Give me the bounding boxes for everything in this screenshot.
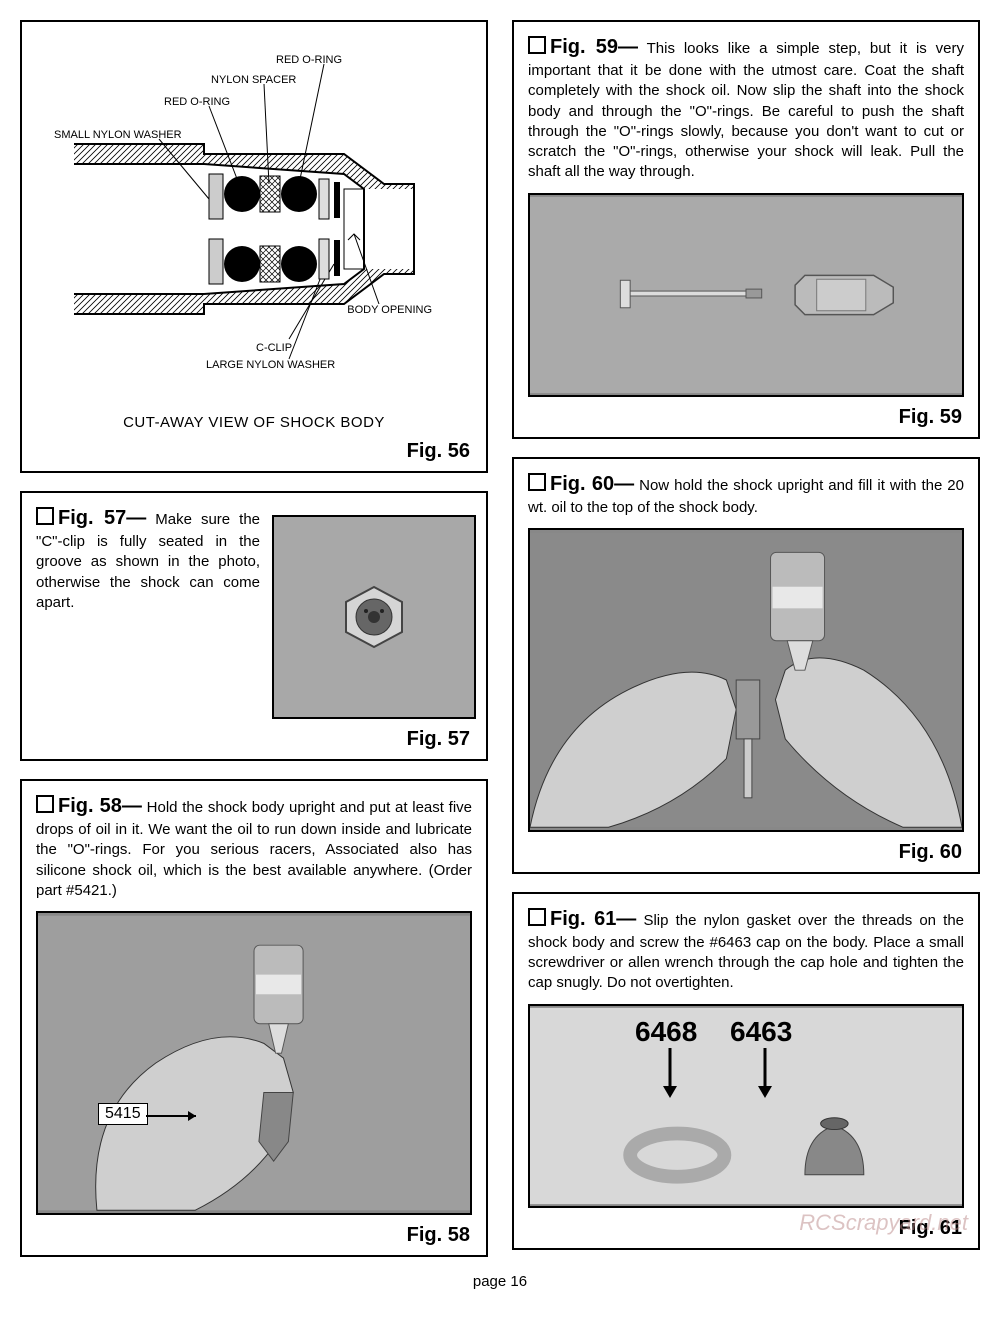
fig-60-panel: Fig. 60— Now hold the shock upright and … [512,457,980,874]
cutaway-caption: CUT-AWAY VIEW OF SHOCK BODY [36,414,472,431]
fig-58-text-block: Fig. 58— Hold the shock body upright and… [36,793,472,901]
part-6468-label: 6468 [635,1016,697,1048]
page-number: page 16 [20,1273,980,1290]
fig-60-label: Fig. 60 [899,841,962,864]
fig-59-text-block: Fig. 59— This looks like a simple step, … [528,34,964,183]
label-red-oring-2: RED O-RING [276,54,342,66]
fig-59-label: Fig. 59 [899,406,962,429]
arrow-down-icon [755,1048,775,1098]
fig-59-panel: Fig. 59— This looks like a simple step, … [512,20,980,439]
fig-58-photo: 5415 [36,911,472,1215]
fig-60-photo [528,528,964,832]
fig-60-title: Fig. 60— [550,473,634,495]
checkbox-icon [528,473,546,491]
fig-59-photo [528,193,964,397]
checkbox-icon [528,36,546,54]
fig-57-title: Fig. 57— [58,507,146,529]
fig-61-text-block: Fig. 61— Slip the nylon gasket over the … [528,906,964,994]
fig-56-panel: SMALL NYLON WASHER RED O-RING NYLON SPAC… [20,20,488,473]
fig-56-label: Fig. 56 [407,440,470,463]
shock-diagram-svg [44,34,464,394]
fig-58-label: Fig. 58 [407,1224,470,1247]
checkbox-icon [528,908,546,926]
label-large-nylon-washer: LARGE NYLON WASHER [206,359,335,371]
right-column: Fig. 59— This looks like a simple step, … [512,20,980,1257]
fig-57-panel: Fig. 57— Make sure the "C"-clip is fully… [20,491,488,761]
label-red-oring-1: RED O-RING [164,96,230,108]
checkbox-icon [36,507,54,525]
label-c-clip: C-CLIP [256,342,292,354]
manual-page: SMALL NYLON WASHER RED O-RING NYLON SPAC… [20,20,980,1257]
fig-58-panel: Fig. 58— Hold the shock body upright and… [20,779,488,1257]
fig-57-photo [272,515,476,719]
fig-59-title: Fig. 59— [550,36,638,58]
label-small-nylon-washer: SMALL NYLON WASHER [54,129,182,141]
fig-60-text-block: Fig. 60— Now hold the shock upright and … [528,471,964,518]
shock-body-diagram: SMALL NYLON WASHER RED O-RING NYLON SPAC… [36,34,472,394]
fig-58-title: Fig. 58— [58,795,142,817]
part-5415-callout: 5415 [98,1103,148,1125]
label-body-opening: BODY OPENING [347,304,432,316]
fig-61-title: Fig. 61— [550,908,636,930]
fig-61-panel: Fig. 61— Slip the nylon gasket over the … [512,892,980,1250]
part-6463-label: 6463 [730,1016,792,1048]
arrow-down-icon [660,1048,680,1098]
fig-57-text-block: Fig. 57— Make sure the "C"-clip is fully… [36,505,260,613]
left-column: SMALL NYLON WASHER RED O-RING NYLON SPAC… [20,20,488,1257]
watermark: RCScrapyard.net [799,1210,968,1236]
checkbox-icon [36,795,54,813]
fig-61-photo: 6468 6463 [528,1004,964,1208]
label-nylon-spacer: NYLON SPACER [211,74,296,86]
fig-57-label: Fig. 57 [407,728,470,751]
fig-59-text: This looks like a simple step, but it is… [528,40,964,180]
